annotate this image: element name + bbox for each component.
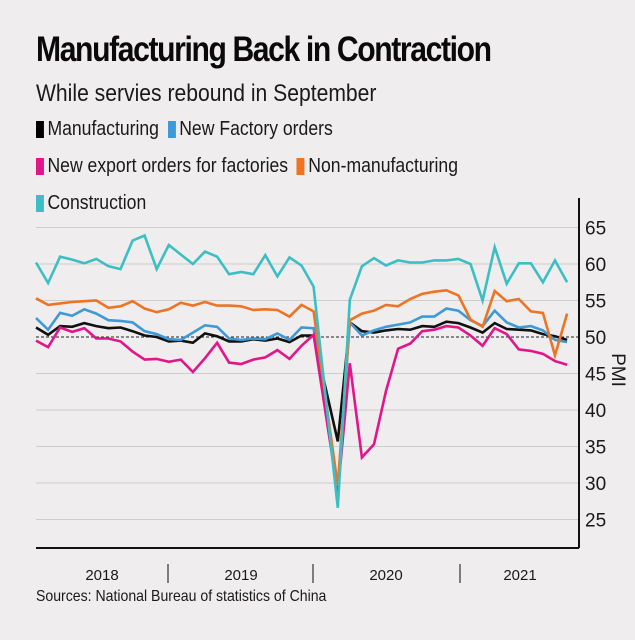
- y-tick-label-50: 50: [585, 328, 606, 349]
- y-tick-label-35: 35: [585, 438, 606, 459]
- y-tick-label-40: 40: [585, 401, 606, 422]
- legend-label: New Factory orders: [179, 118, 333, 140]
- legend-swatch-new-export-orders: [36, 158, 44, 175]
- series-line-construction: [34, 233, 569, 508]
- legend-swatch-manufacturing: [36, 121, 44, 138]
- legend-row-1: Manufacturing New Factory orders: [36, 118, 342, 141]
- source-note: Sources: National Bureau of statistics o…: [36, 588, 327, 605]
- legend-label: Non-manufacturing: [308, 155, 458, 177]
- legend-label: New export orders for factories: [47, 155, 289, 177]
- chart-title: Manufacturing Back in Contraction: [36, 30, 492, 69]
- series-lines: [34, 233, 569, 508]
- axes: 25 30 35 40 45 50 55 60 65 2018 2019 2020 2021: [36, 198, 606, 584]
- legend-item-construction: Construction: [36, 192, 146, 215]
- legend-label: Construction: [47, 192, 147, 214]
- x-tick-label-2020: 2020: [369, 567, 402, 584]
- series-line-non-manufacturing: [35, 288, 569, 487]
- legend-swatch-non-manufacturing: [296, 158, 305, 175]
- y-tick-label-65: 65: [585, 219, 606, 240]
- gridlines: [36, 227, 579, 520]
- legend-label: Manufacturing: [47, 118, 159, 140]
- legend-swatch-construction: [36, 195, 44, 212]
- legend-swatch-new-factory-orders: [167, 121, 176, 138]
- y-tick-label-25: 25: [585, 511, 606, 532]
- series-line-manufacturing: [35, 320, 568, 442]
- x-tick-label-2019: 2019: [224, 567, 257, 584]
- y-tick-label-30: 30: [585, 474, 606, 495]
- series-line-new-export-orders-for-factories: [35, 324, 568, 493]
- legend-row-2: New export orders for factories Non-manu…: [36, 155, 467, 178]
- y-tick-label-45: 45: [585, 365, 606, 386]
- legend-row-3: Construction: [36, 192, 155, 215]
- x-tick-label-2021: 2021: [503, 567, 536, 584]
- y-tick-label-55: 55: [585, 292, 606, 313]
- x-tick-label-2018: 2018: [85, 567, 118, 584]
- legend-item-new-factory-orders: New Factory orders: [167, 118, 333, 141]
- legend-item-new-export-orders: New export orders for factories: [36, 155, 288, 178]
- y-axis-label: PMI: [607, 353, 628, 387]
- chart-subtitle: While servies rebound in September: [36, 80, 377, 107]
- legend-item-manufacturing: Manufacturing: [36, 118, 159, 141]
- legend-item-non-manufacturing: Non-manufacturing: [296, 155, 458, 178]
- y-tick-label-60: 60: [585, 255, 606, 276]
